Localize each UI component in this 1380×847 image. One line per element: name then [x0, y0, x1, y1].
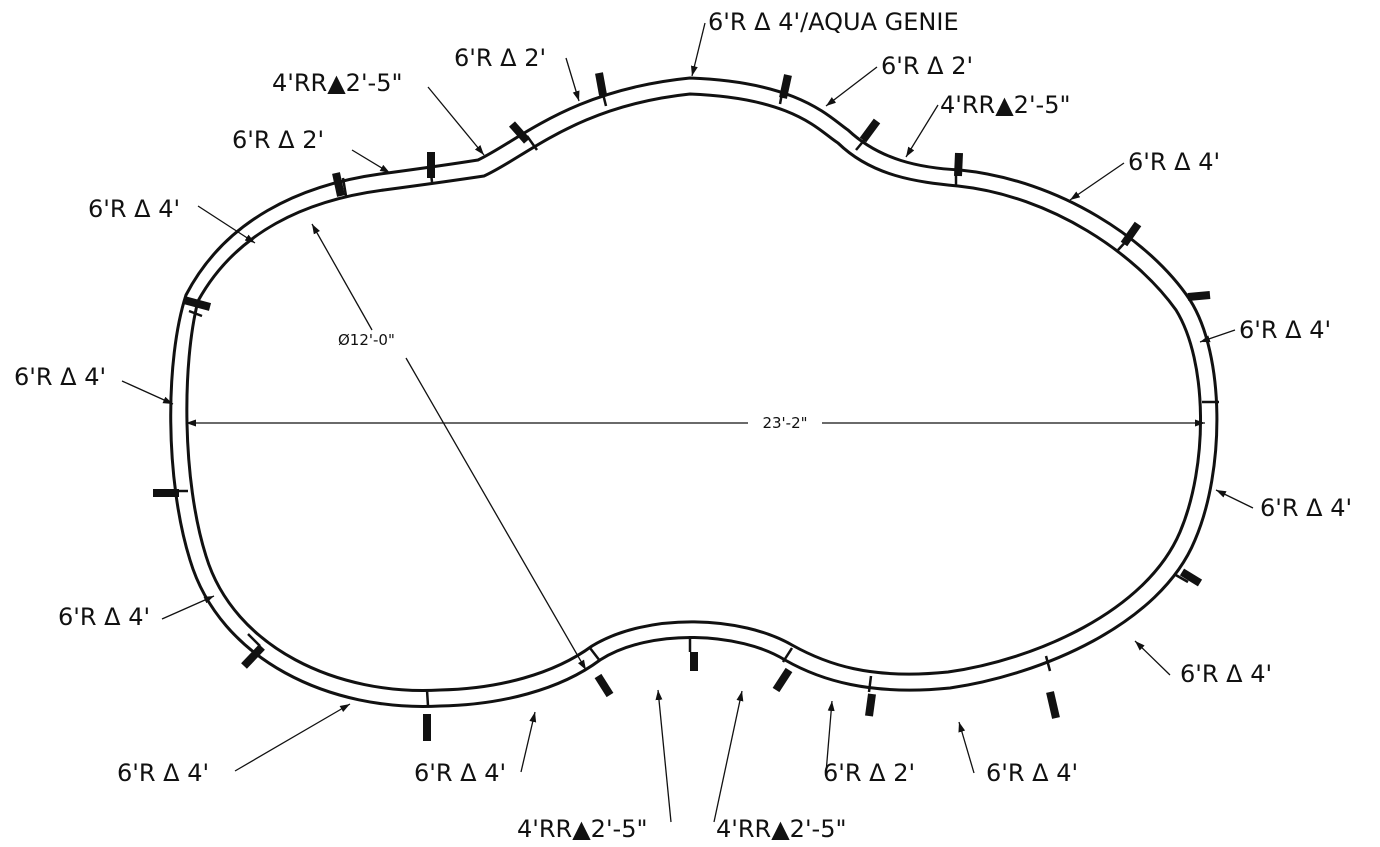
- upright: [1046, 691, 1060, 719]
- callout-top-left-reverse: 4'RR▲2'-5": [272, 69, 403, 97]
- callout-left-middle: 6'R Δ 4': [14, 363, 106, 391]
- upright: [954, 152, 963, 177]
- callout-right-lower-middle: 6'R Δ 4': [1260, 494, 1352, 522]
- diameter-dimension: Ø12'-0": [311, 223, 587, 671]
- callout-upper-left-2: 6'R Δ 2': [232, 126, 324, 154]
- upright: [241, 644, 265, 669]
- callout-lower-left: 6'R Δ 4': [58, 603, 150, 631]
- upright: [865, 693, 876, 717]
- callout-bottom-right-2: 6'R Δ 2': [823, 759, 915, 787]
- callout-bottom-reverse-left: 4'RR▲2'-5": [517, 815, 648, 843]
- callout-lower-right: 6'R Δ 4': [1180, 660, 1272, 688]
- upright: [332, 172, 345, 197]
- pool-wall-outer: [169, 76, 1219, 708]
- upright: [595, 72, 607, 96]
- pool-wall-inner: [185, 92, 1202, 693]
- callout-bottom-reverse-right: 4'RR▲2'-5": [716, 815, 847, 843]
- upright: [182, 296, 212, 311]
- diameter-dimension-label: Ø12'-0": [338, 331, 395, 349]
- callout-bottom-right-4: 6'R Δ 4': [986, 759, 1078, 787]
- upright: [1120, 221, 1142, 247]
- pool-wall: [169, 76, 1219, 708]
- callout-bottom-left-inner: 6'R Δ 4': [414, 759, 506, 787]
- callout-upper-right: 6'R Δ 4': [1128, 148, 1220, 176]
- callout-top-center: 6'R Δ 4'/AQUA GENIE: [708, 8, 959, 36]
- wall-joints: [174, 87, 1219, 707]
- upright: [772, 667, 793, 693]
- upright: [594, 673, 614, 698]
- callout-top-right-inner: 6'R Δ 2': [881, 52, 973, 80]
- length-dimension: 23'-2": [186, 414, 1205, 432]
- callout-bottom-left: 6'R Δ 4': [117, 759, 209, 787]
- upright: [1187, 291, 1211, 301]
- callout-leaders: [121, 22, 1254, 823]
- length-dimension-label: 23'-2": [762, 414, 807, 432]
- callout-labels: 6'R Δ 4'/AQUA GENIE 6'R Δ 2' 4'RR▲2'-5" …: [14, 8, 1352, 843]
- callout-right-upper-middle: 6'R Δ 4': [1239, 316, 1331, 344]
- upright: [509, 121, 530, 144]
- wall-uprights: [153, 72, 1211, 741]
- callout-top-left-inner: 6'R Δ 2': [454, 44, 546, 72]
- upright: [1179, 568, 1203, 587]
- upright: [779, 74, 792, 99]
- callout-top-right-reverse: 4'RR▲2'-5": [940, 91, 1071, 119]
- callout-upper-left-4: 6'R Δ 4': [88, 195, 180, 223]
- upright: [859, 118, 881, 143]
